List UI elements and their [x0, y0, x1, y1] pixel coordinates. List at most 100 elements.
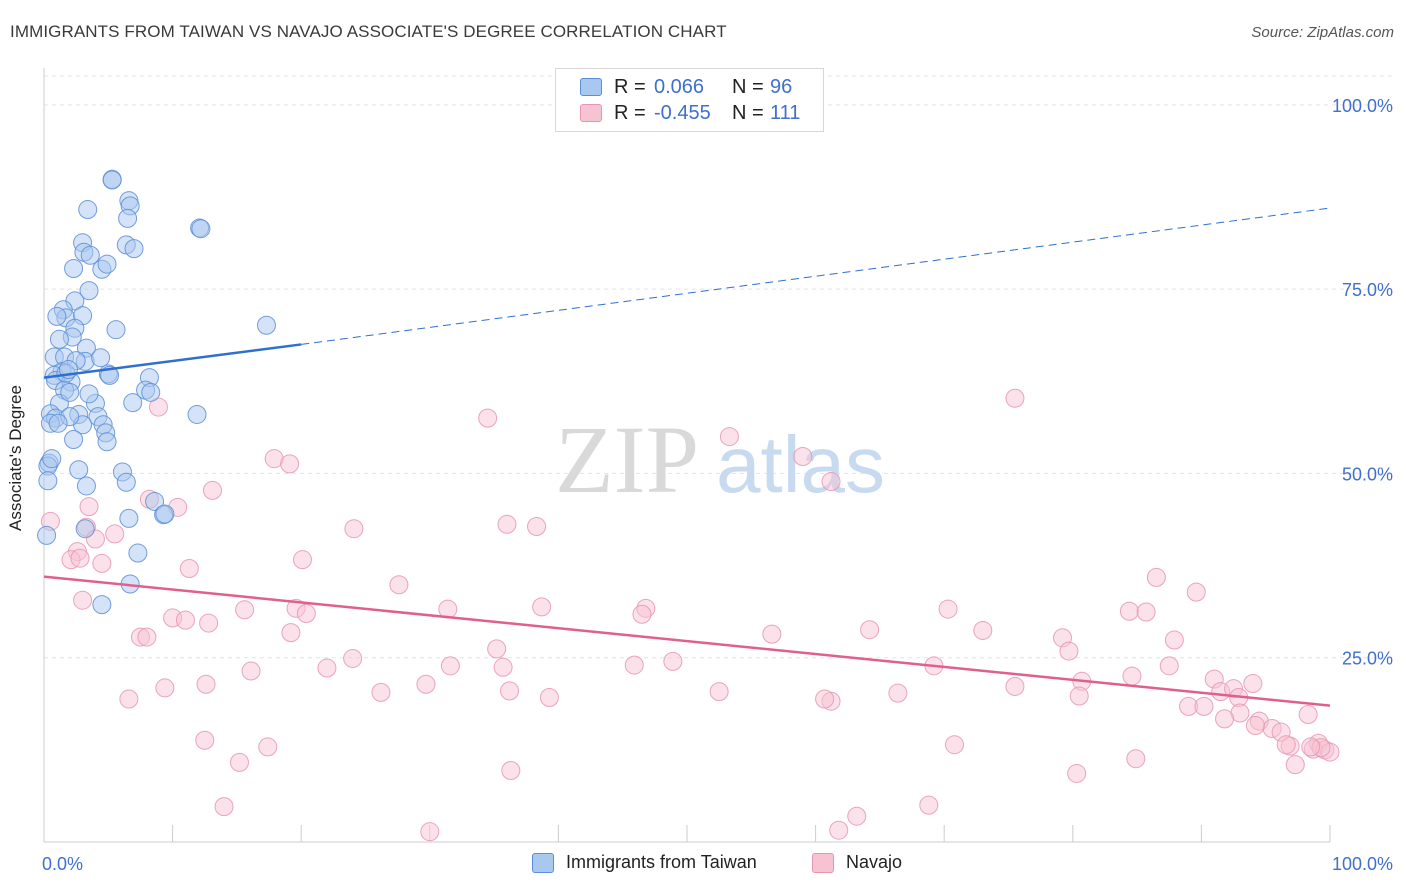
- taiwan-point: [145, 491, 165, 511]
- navajo-point: [527, 517, 547, 537]
- taiwan-point: [48, 413, 68, 433]
- navajo-point: [1005, 388, 1025, 408]
- navajo-point: [317, 658, 337, 678]
- navajo-point: [1245, 716, 1265, 736]
- navajo-point: [973, 620, 993, 640]
- navajo-point: [179, 559, 199, 579]
- taiwan-point: [106, 320, 126, 340]
- stats-legend: R = 0.066 N = 96 R = -0.455 N = 111: [555, 68, 824, 132]
- navajo-point: [938, 599, 958, 619]
- navajo-point: [624, 655, 644, 675]
- y-tick-label: 75.0%: [1342, 280, 1393, 300]
- navajo-point: [1005, 676, 1025, 696]
- taiwan-point: [124, 239, 144, 259]
- navajo-point: [1285, 755, 1305, 775]
- x-tick-label: 0.0%: [42, 854, 83, 874]
- taiwan-point: [97, 432, 117, 452]
- legend-swatch-taiwan: [532, 852, 554, 873]
- n-value: 96: [770, 75, 793, 98]
- legend-swatch-navajo: [580, 104, 602, 122]
- taiwan-point: [76, 476, 96, 496]
- navajo-point: [1194, 696, 1214, 716]
- taiwan-point: [256, 315, 276, 335]
- legend-item-navajo[interactable]: Navajo: [812, 852, 902, 873]
- navajo-point: [1186, 582, 1206, 602]
- navajo-point: [137, 627, 157, 647]
- taiwan-point: [69, 460, 89, 480]
- navajo-point: [497, 514, 517, 534]
- navajo-point: [1119, 601, 1139, 621]
- navajo-point: [539, 688, 559, 708]
- taiwan-point: [97, 254, 117, 274]
- taiwan-point: [75, 519, 95, 539]
- navajo-point: [919, 795, 939, 815]
- navajo-point: [175, 610, 195, 630]
- navajo-point: [119, 689, 139, 709]
- taiwan-point: [91, 348, 111, 368]
- navajo-point: [371, 682, 391, 702]
- navajo-point: [821, 472, 841, 492]
- source-link[interactable]: ZipAtlas.com: [1307, 24, 1394, 41]
- navajo-point: [1276, 735, 1296, 755]
- n-value: 111: [770, 101, 801, 124]
- navajo-point: [235, 600, 255, 620]
- navajo-point: [860, 620, 880, 640]
- navajo-point: [196, 674, 216, 694]
- navajo-point: [389, 575, 409, 595]
- taiwan-point: [64, 430, 84, 450]
- taiwan-trend-line: [43, 343, 302, 379]
- navajo-point: [92, 553, 112, 573]
- navajo-point: [105, 524, 125, 544]
- navajo-point: [148, 397, 168, 417]
- navajo-point: [709, 682, 729, 702]
- legend-swatch-taiwan: [580, 78, 602, 96]
- taiwan-point: [79, 281, 99, 301]
- navajo-point: [829, 820, 849, 840]
- navajo-point: [416, 674, 436, 694]
- taiwan-point: [141, 382, 161, 402]
- y-tick-label: 100.0%: [1332, 96, 1393, 116]
- taiwan-point: [155, 504, 175, 524]
- watermark: ZIP atlas: [555, 406, 885, 513]
- taiwan-point: [80, 245, 100, 265]
- navajo-point: [73, 590, 93, 610]
- navajo-point: [280, 454, 300, 474]
- legend-label-taiwan: Immigrants from Taiwan: [566, 852, 757, 872]
- taiwan-point: [128, 543, 148, 563]
- navajo-point: [1122, 666, 1142, 686]
- r-value: 0.066: [654, 75, 705, 98]
- taiwan-point: [37, 525, 57, 545]
- taiwan-point: [49, 329, 69, 349]
- taiwan-point: [102, 170, 122, 190]
- n-label: N =: [732, 75, 764, 98]
- r-label: R =: [614, 75, 646, 98]
- navajo-point: [70, 548, 90, 568]
- taiwan-point: [119, 508, 139, 528]
- navajo-point: [1215, 709, 1235, 729]
- taiwan-point: [64, 259, 84, 279]
- navajo-point: [888, 683, 908, 703]
- navajo-point: [493, 657, 513, 677]
- taiwan-point: [60, 382, 80, 402]
- source-prefix: Source:: [1251, 24, 1308, 41]
- taiwan-point: [47, 306, 67, 326]
- navajo-point: [478, 408, 498, 428]
- taiwan-point: [42, 449, 62, 469]
- navajo-point: [258, 737, 278, 757]
- watermark-zip: ZIP: [555, 406, 699, 513]
- navajo-point: [1136, 602, 1156, 622]
- navajo-point: [1067, 763, 1087, 783]
- navajo-point: [202, 480, 222, 500]
- legend-item-taiwan[interactable]: Immigrants from Taiwan: [532, 852, 757, 873]
- taiwan-point: [79, 384, 99, 404]
- taiwan-point: [118, 208, 138, 228]
- navajo-point: [1126, 749, 1146, 769]
- r-value: -0.455: [654, 101, 711, 124]
- tick-labels: 25.0% 50.0% 75.0% 100.0% 0.0% 100.0%: [42, 96, 1393, 874]
- navajo-point: [440, 656, 460, 676]
- taiwan-point: [92, 595, 112, 615]
- navajo-point: [344, 519, 364, 539]
- stats-row-navajo: R = -0.455 N = 111: [580, 101, 800, 125]
- taiwan-point: [191, 219, 211, 239]
- r-label: R =: [614, 101, 646, 124]
